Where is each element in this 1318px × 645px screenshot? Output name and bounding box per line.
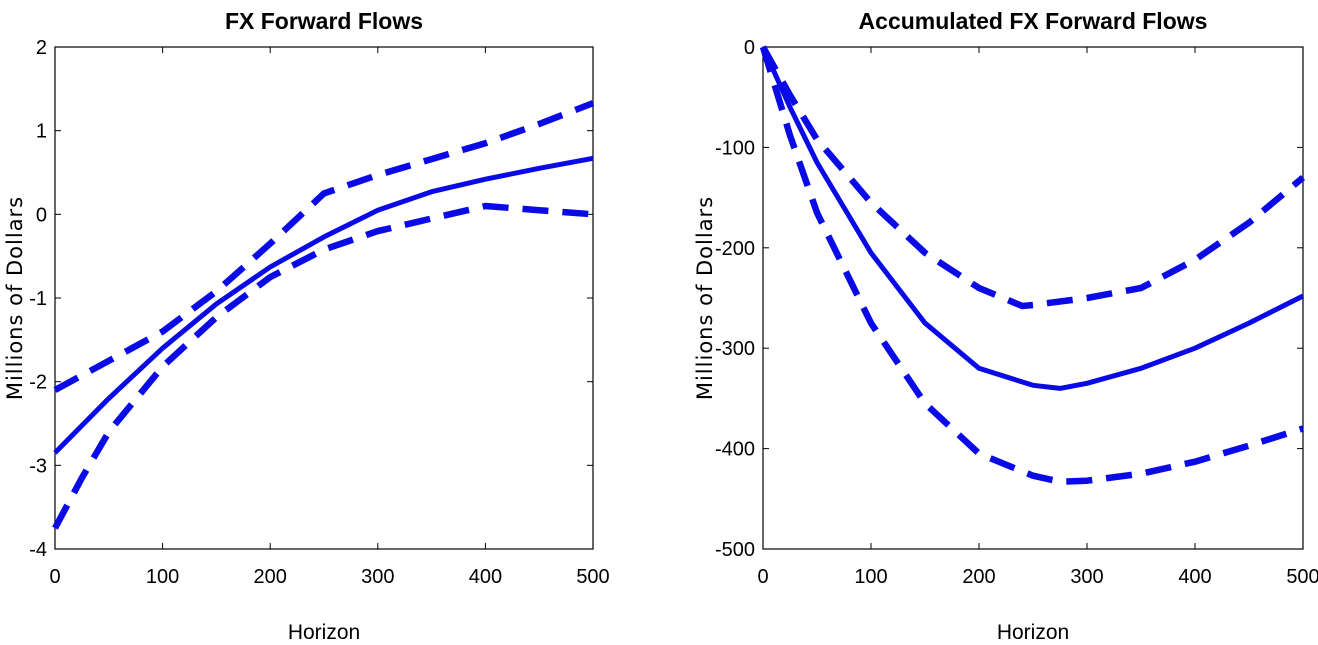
- series-line-band-1: [760, 45, 1306, 310]
- x-tick-label: 400: [469, 566, 502, 588]
- chart-title: FX Forward Flows: [225, 8, 423, 34]
- y-axis-label: Millions of Dollars: [693, 196, 717, 400]
- x-tick-label: 500: [1286, 566, 1318, 588]
- series-line-estimate: [53, 155, 594, 455]
- y-tick-label: 1: [36, 121, 47, 143]
- x-tick-label: 100: [854, 566, 887, 588]
- chart-title: Accumulated FX Forward Flows: [859, 8, 1208, 34]
- y-tick-label: -2: [29, 372, 47, 394]
- series-line-estimate: [760, 45, 1305, 391]
- x-tick-label: 0: [49, 566, 60, 588]
- x-tick-label: 200: [254, 566, 287, 588]
- series-line-band-2: [759, 46, 1304, 485]
- x-axis-label: Horizon: [997, 621, 1069, 644]
- x-tick-label: 300: [1070, 566, 1103, 588]
- y-tick-label: 0: [744, 37, 755, 59]
- y-tick-label: -100: [715, 137, 755, 159]
- series-line-band-2: [52, 202, 594, 530]
- y-tick-label: -300: [715, 338, 755, 360]
- plot-frame: [54, 46, 594, 550]
- y-tick-label: -4: [29, 539, 47, 561]
- y-tick-label: -500: [715, 539, 755, 561]
- series-line-band-1: [53, 100, 595, 393]
- y-tick-label: 2: [36, 37, 47, 59]
- chart-panel-2: Accumulated FX Forward Flows 0 100 200 300 40…: [693, 8, 1318, 644]
- x-axis-label: Horizon: [288, 621, 360, 644]
- x-tick-label: 0: [757, 566, 768, 588]
- y-tick-label: -200: [715, 238, 755, 260]
- x-tick-label: 500: [576, 566, 609, 588]
- y-tick-label: -1: [29, 288, 47, 310]
- y-axis-label: Millions of Dollars: [3, 196, 27, 400]
- x-tick-label: 100: [146, 566, 179, 588]
- y-tick-label: -3: [29, 455, 47, 477]
- y-tick-label: 0: [36, 204, 47, 226]
- x-tick-label: 400: [1178, 566, 1211, 588]
- x-tick-label: 200: [962, 566, 995, 588]
- x-tick-label: 300: [361, 566, 394, 588]
- y-tick-label: -400: [715, 439, 755, 461]
- chart-panel-1: FX Forward Flows 0 100 200 300 400 500 -4 -3 -2 -1…: [3, 8, 610, 644]
